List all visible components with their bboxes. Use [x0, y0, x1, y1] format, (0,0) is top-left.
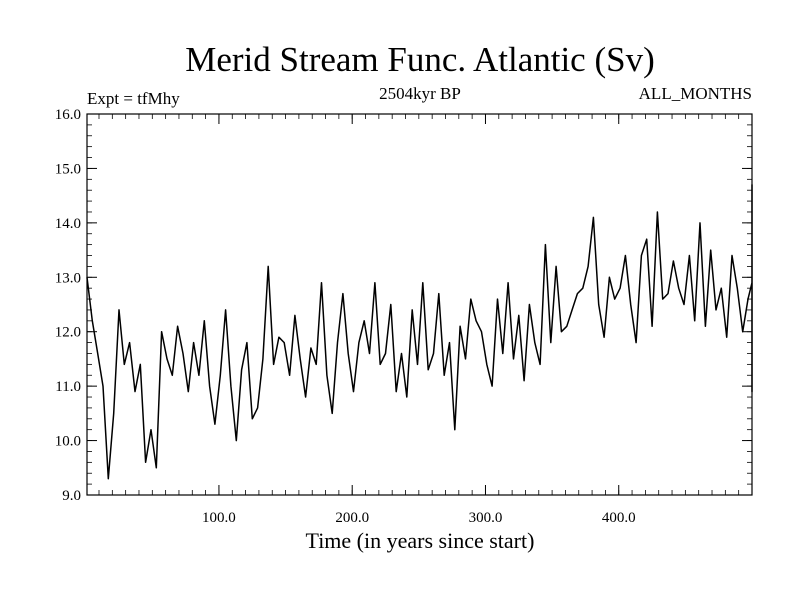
- y-tick-label: 11.0: [55, 379, 81, 395]
- x-tick-label: 400.0: [602, 510, 636, 526]
- y-tick-label: 16.0: [55, 107, 81, 123]
- x-tick-label: 100.0: [202, 510, 236, 526]
- period-label: 2504kyr BP: [379, 84, 461, 103]
- months-label: ALL_MONTHS: [639, 84, 752, 103]
- y-tick-label: 14.0: [55, 216, 81, 232]
- plot-frame: [86, 113, 753, 496]
- y-tick-labels: 9.0 10.0 11.0 12.0 13.0 14.0 15.0 16.0: [55, 107, 81, 504]
- x-tick-label: 300.0: [469, 510, 503, 526]
- series-line: [86, 184, 753, 480]
- y-tick-label: 13.0: [55, 270, 81, 286]
- experiment-label: Expt = tfMhy: [87, 89, 180, 108]
- x-tick-labels: 100.0 200.0 300.0 400.0: [202, 510, 636, 526]
- x-tick-label: 200.0: [335, 510, 369, 526]
- x-axis-label: Time (in years since start): [306, 528, 535, 553]
- y-tick-label: 12.0: [55, 325, 81, 341]
- y-tick-label: 10.0: [55, 434, 81, 450]
- axis-ticks: [87, 113, 752, 496]
- y-tick-label: 15.0: [55, 161, 81, 177]
- y-tick-label: 9.0: [62, 488, 81, 504]
- chart-title: Merid Stream Func. Atlantic (Sv): [185, 40, 655, 79]
